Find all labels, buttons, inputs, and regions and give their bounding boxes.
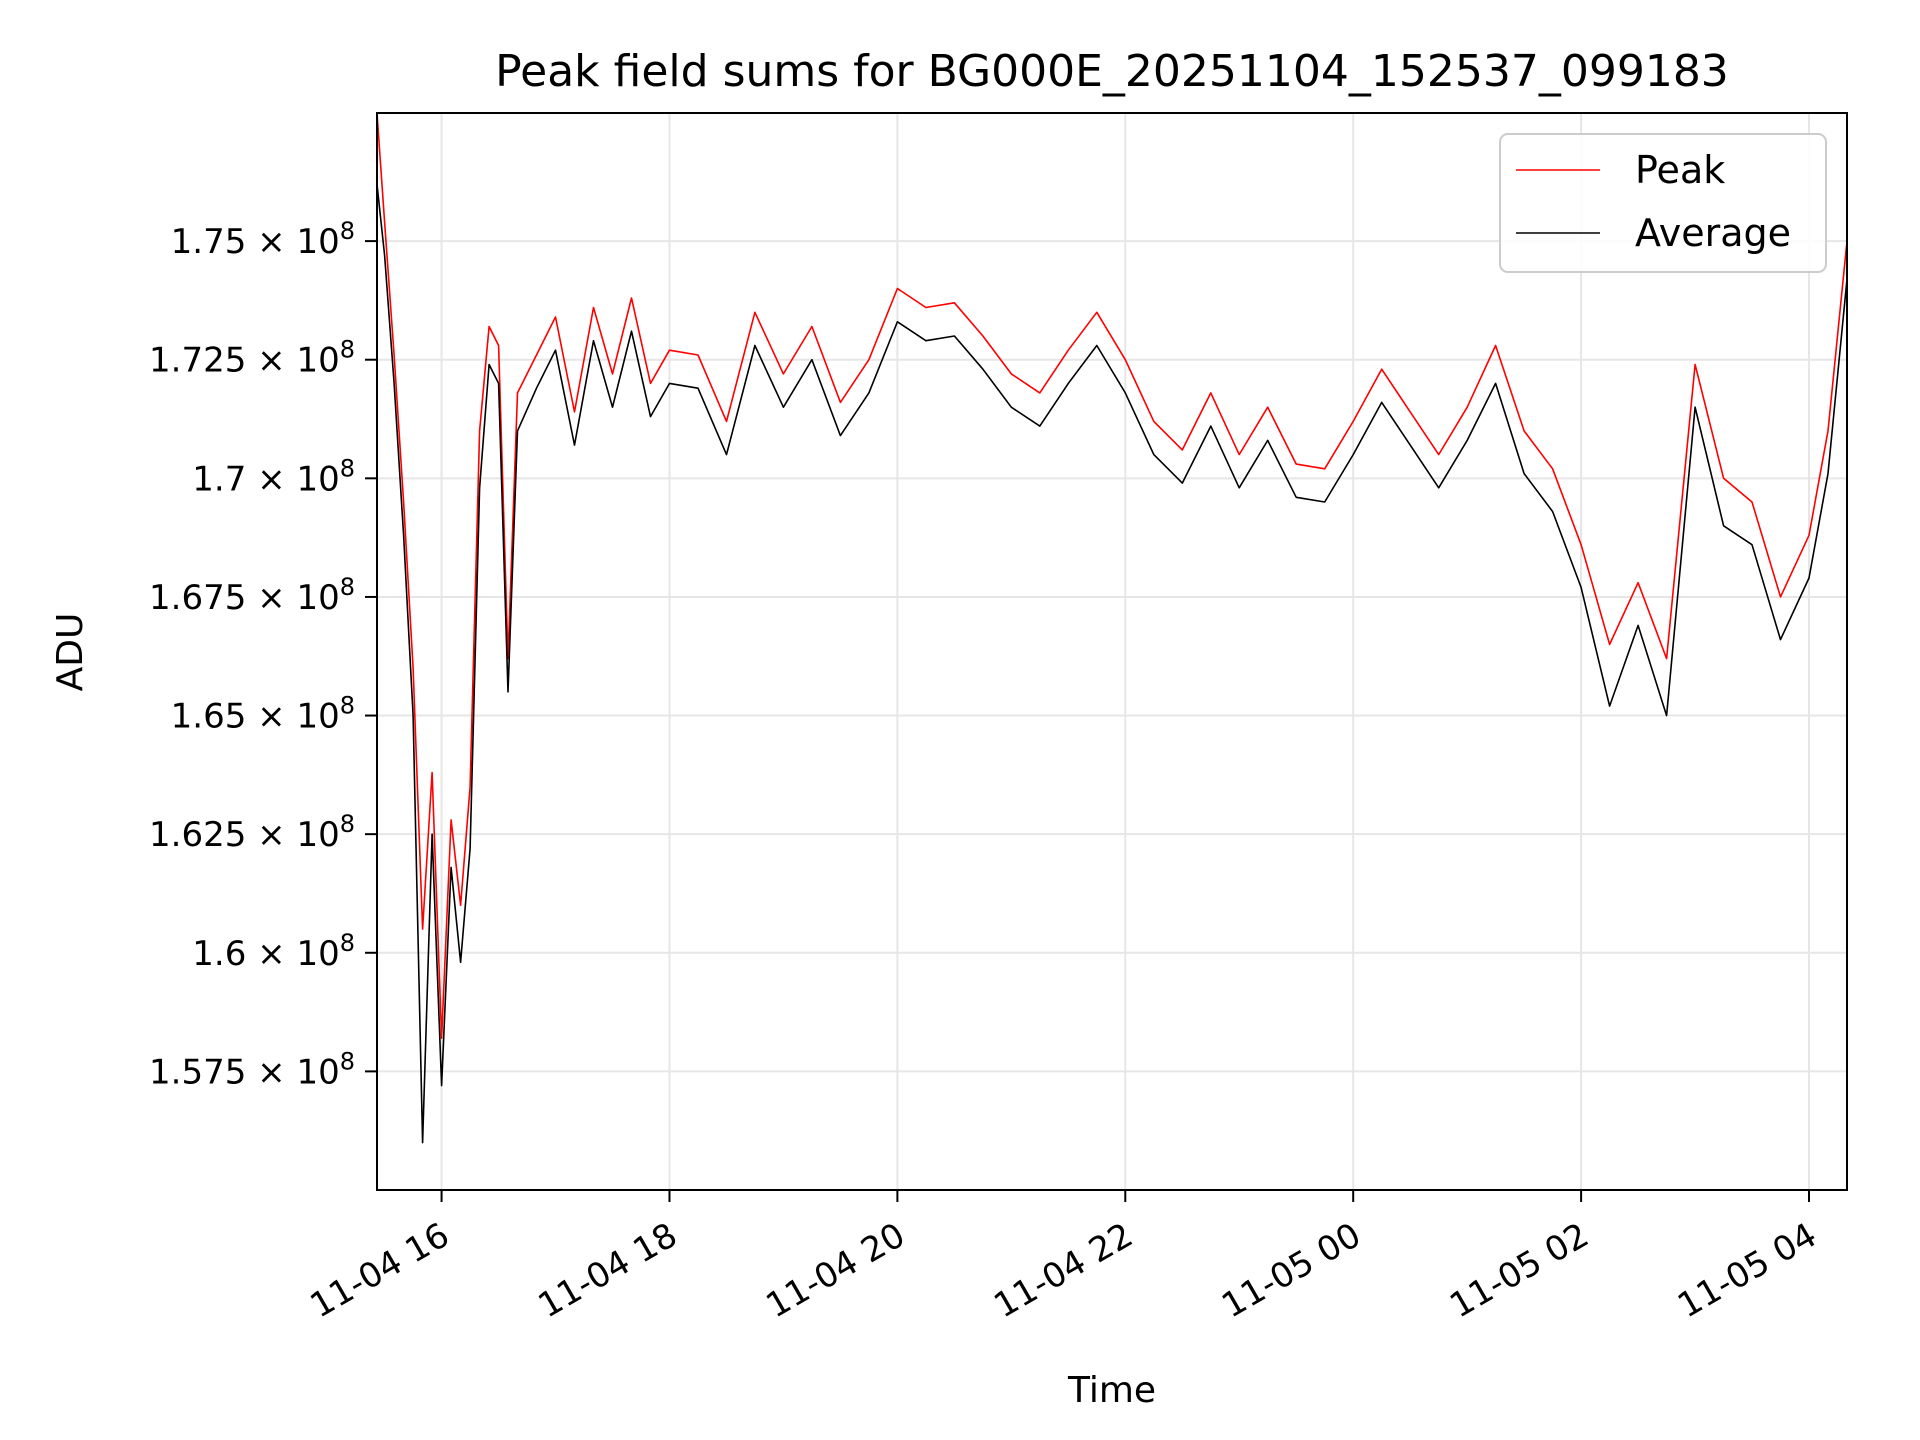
y-tick-label: 1.65 × 108	[171, 692, 355, 737]
y-tick-mantissa: 1.575	[149, 1052, 246, 1092]
y-tick-exponent: 8	[340, 929, 355, 957]
y-tick-mantissa: 1.625	[149, 815, 246, 855]
y-tick-mantissa: 1.6	[192, 934, 246, 974]
y-tick-exponent: 8	[340, 692, 355, 720]
y-tick-times: ×	[246, 697, 296, 737]
y-tick-base: 10	[296, 697, 339, 737]
y-tick-times: ×	[246, 578, 296, 618]
series-line-peak	[376, 112, 1848, 1039]
legend: Peak Average	[1499, 133, 1827, 273]
y-tick-label: 1.725 × 108	[149, 336, 355, 381]
y-tick-base: 10	[296, 934, 339, 974]
y-tick-label: 1.75 × 108	[171, 217, 355, 262]
y-tick-mantissa: 1.65	[171, 697, 247, 737]
y-tick-label: 1.675 × 108	[149, 573, 355, 618]
legend-box	[1499, 133, 1827, 273]
y-tick-label: 1.625 × 108	[149, 810, 355, 855]
y-tick-base: 10	[296, 341, 339, 381]
y-tick-base: 10	[296, 459, 339, 499]
legend-average-label: Average	[1635, 211, 1791, 255]
y-tick-times: ×	[246, 1052, 296, 1092]
y-axis-label: ADU	[50, 613, 91, 692]
y-tick-mantissa: 1.75	[171, 222, 247, 262]
y-tick-times: ×	[246, 222, 296, 262]
y-tick-base: 10	[296, 1052, 339, 1092]
y-tick-label: 1.575 × 108	[149, 1047, 355, 1092]
series-lines	[376, 112, 1848, 1144]
y-tick-base: 10	[296, 222, 339, 262]
y-tick-label: 1.7 × 108	[192, 454, 355, 499]
y-tick-exponent: 8	[340, 1047, 355, 1075]
y-tick-exponent: 8	[340, 573, 355, 601]
y-tick-times: ×	[246, 459, 296, 499]
y-tick-times: ×	[246, 815, 296, 855]
y-tick-base: 10	[296, 578, 339, 618]
y-tick-mantissa: 1.725	[149, 341, 246, 381]
y-tick-mantissa: 1.675	[149, 578, 246, 618]
y-tick-mantissa: 1.7	[192, 459, 246, 499]
y-tick-label: 1.6 × 108	[192, 929, 355, 974]
plot-frame	[376, 112, 1848, 1191]
legend-peak-label: Peak	[1635, 148, 1725, 192]
chart-title: Peak field sums for BG000E_20251104_1525…	[495, 46, 1729, 97]
series-line-average	[376, 184, 1848, 1144]
grid	[377, 113, 1847, 1190]
y-tick-exponent: 8	[340, 336, 355, 364]
y-tick-base: 10	[296, 815, 339, 855]
y-tick-times: ×	[246, 934, 296, 974]
y-tick-times: ×	[246, 341, 296, 381]
y-tick-exponent: 8	[340, 810, 355, 838]
y-tick-exponent: 8	[340, 217, 355, 245]
x-axis-label: Time	[1067, 1370, 1156, 1411]
y-tick-exponent: 8	[340, 454, 355, 482]
